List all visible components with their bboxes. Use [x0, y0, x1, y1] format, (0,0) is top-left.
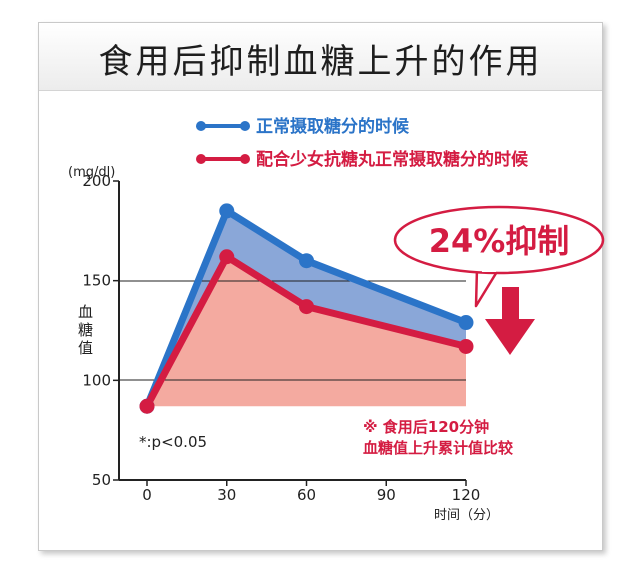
- red-area: [147, 256, 466, 407]
- blue-area: [147, 210, 466, 407]
- series-blue-point: [219, 203, 235, 219]
- y-tick-label: 50: [92, 471, 111, 489]
- y-axis-label-2: 糖: [78, 321, 93, 339]
- y-axis-label-1: 血: [78, 303, 93, 321]
- series-blue-point: [299, 253, 314, 269]
- callout-text: 24%抑制: [429, 222, 570, 260]
- legend-red-label: 配合少女抗糖丸正常摄取糖分的时候: [256, 149, 529, 170]
- callout-tail-mask: [482, 262, 496, 272]
- series-red-point: [299, 299, 314, 315]
- legend-blue-marker-left: [196, 121, 206, 131]
- x-tick-label: 90: [377, 486, 396, 504]
- chart-title: 食用后抑制血糖上升的作用: [98, 42, 543, 82]
- series-blue-line: [143, 207, 468, 408]
- series-red-point: [139, 398, 155, 414]
- x-tick-label: 30: [217, 486, 236, 504]
- x-tick-label: 120: [452, 486, 481, 504]
- chart-card: 食用后抑制血糖上升的作用: [38, 22, 603, 551]
- y-tick-label: 150: [82, 272, 111, 290]
- footnote-significance: *:p<0.05: [139, 433, 207, 451]
- series-markers: [139, 203, 474, 414]
- x-axis-label: 时间（分）: [434, 508, 499, 523]
- x-ticks: 0 30 60 90 120: [142, 480, 480, 504]
- down-arrow-icon: [485, 287, 535, 355]
- callout-bubble: [393, 205, 605, 275]
- series-red-line: [143, 253, 467, 408]
- series-blue-point: [458, 315, 474, 331]
- legend-red-marker-right: [240, 154, 250, 164]
- footnote-line-2: 血糖值上升累计值比较: [363, 439, 513, 457]
- y-tick-label: 100: [82, 371, 111, 389]
- y-tick-label: 200: [82, 172, 111, 190]
- y-unit-label: (mg/dl): [68, 165, 115, 180]
- x-tick-label: 0: [142, 486, 152, 504]
- legend-red-marker-left: [196, 154, 206, 164]
- title-bar: 食用后抑制血糖上升的作用: [39, 23, 602, 91]
- series-red-point: [219, 249, 235, 265]
- series-red-point: [458, 338, 474, 354]
- y-ticks: 50 100 150 200: [82, 172, 119, 489]
- legend-blue-marker-right: [240, 121, 250, 131]
- callout: 24%抑制: [393, 205, 605, 355]
- x-tick-label: 60: [297, 486, 316, 504]
- legend-blue-label: 正常摄取糖分的时候: [256, 116, 410, 137]
- y-axis-label-3: 值: [78, 339, 93, 357]
- footnote-line-1: ※ 食用后120分钟: [363, 418, 489, 436]
- legend: 正常摄取糖分的时候 配合少女抗糖丸正常摄取糖分的时候: [196, 116, 529, 170]
